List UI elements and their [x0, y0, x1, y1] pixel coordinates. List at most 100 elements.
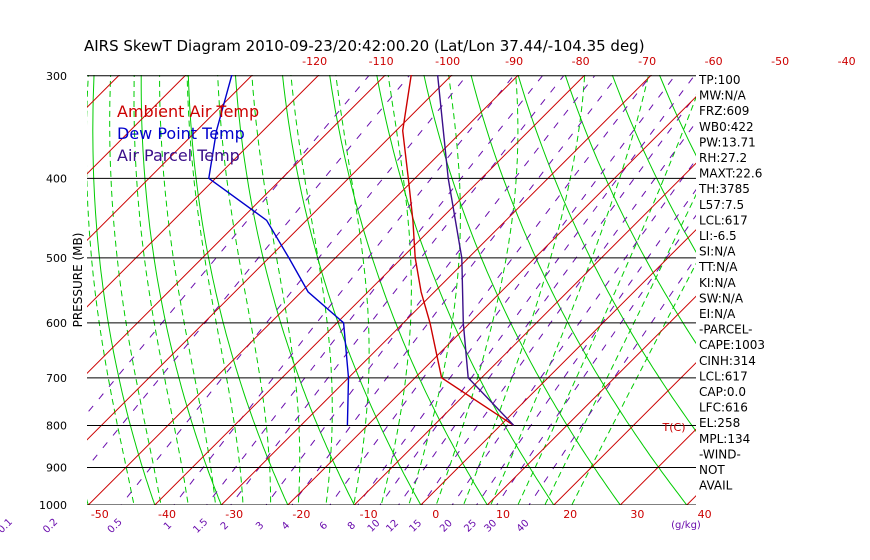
stat-line: SI:N/A — [699, 245, 736, 259]
isotherm-line — [486, 295, 696, 505]
mixing-ratio-tick-label: 6 — [318, 520, 330, 532]
stat-line: LI:-6.5 — [699, 229, 737, 243]
pressure-tick-label: 800 — [46, 419, 67, 432]
dry-adiabat-line — [750, 0, 870, 522]
legend-entry: Dew Point Temp — [117, 124, 245, 143]
legend-entry: Air Parcel Temp — [117, 146, 240, 165]
dry-adiabat-line — [376, 75, 555, 505]
mixing-ratio-line — [528, 256, 696, 505]
isotherm-line — [0, 0, 45, 522]
dry-adiabat-line — [646, 0, 870, 522]
dry-adiabat-line — [819, 0, 870, 522]
isotherm-line — [0, 0, 244, 522]
stat-line: SW:N/A — [699, 291, 744, 305]
bottom-tick-label: 20 — [563, 508, 577, 521]
stat-line: -PARCEL- — [699, 323, 753, 337]
moist-adiabat-line — [133, 75, 189, 505]
bottom-tick-label: -50 — [91, 508, 109, 521]
isotherm-line — [87, 75, 387, 375]
dry-adiabat-line — [470, 75, 688, 505]
pressure-tick-label: 400 — [46, 172, 67, 185]
moist-adiabat-line — [517, 96, 696, 505]
isotherm-line — [87, 75, 254, 242]
stat-line: MW:N/A — [699, 89, 747, 103]
isotherm-line — [87, 75, 453, 441]
stat-line: TH:3785 — [698, 182, 750, 196]
stat-line: PW:13.71 — [699, 135, 756, 149]
pressure-tick-label: 700 — [46, 372, 67, 385]
dry-adiabat-line — [853, 0, 870, 522]
top-tick-label: -110 — [369, 55, 394, 68]
bottom-tick-label: -30 — [225, 508, 243, 521]
mixing-ratio-unit-label: (g/kg) — [671, 520, 701, 531]
isotherm-line — [420, 229, 696, 505]
mixing-ratio-line — [379, 75, 695, 505]
stat-line: TP:100 — [698, 73, 741, 87]
mixing-ratio-tick-label: 1.5 — [191, 517, 210, 536]
mixing-ratio-tick-label: 0.2 — [41, 517, 60, 536]
mixing-ratio-tick-label: 25 — [462, 518, 479, 535]
isotherm-line — [87, 75, 520, 505]
air-parcel-temp-series — [436, 75, 515, 426]
mixing-ratio-tick-label: 0.1 — [0, 517, 15, 536]
moist-adiabat-line — [544, 193, 696, 505]
mixing-ratio-line — [265, 75, 595, 505]
mixing-ratio-line — [397, 94, 696, 505]
dry-adiabat-line — [187, 75, 289, 505]
mixing-ratio-line — [329, 75, 651, 505]
stat-line: EI:N/A — [699, 307, 736, 321]
mixing-ratio-tick-label: 20 — [438, 518, 455, 535]
stat-line: LCL:617 — [699, 213, 748, 227]
isotherm-line — [0, 0, 178, 522]
mixing-ratio-tick-label: 40 — [515, 518, 532, 535]
bottom-tick-label: -10 — [360, 508, 378, 521]
stat-line: EL:258 — [699, 416, 740, 430]
axis-labels: 1002003004005006007008009001000-120-110-… — [0, 55, 856, 536]
stat-line: WB0:422 — [699, 120, 754, 134]
pressure-tick-label: 500 — [46, 252, 67, 265]
moist-adiabat-line — [490, 75, 650, 505]
isotherm-line — [87, 75, 121, 109]
dry-adiabat-line — [784, 0, 870, 522]
temperature-unit-label: T(C) — [662, 421, 686, 434]
mixing-ratio-tick-label: 8 — [346, 520, 358, 532]
mixing-ratio-line — [87, 75, 370, 415]
mixing-ratio-tick-label: 4 — [280, 520, 292, 532]
dry-adiabat-line — [140, 75, 222, 505]
moist-adiabat-line — [462, 75, 586, 505]
isotherm-line — [154, 75, 586, 505]
mixing-ratio-line — [205, 75, 543, 505]
pressure-tick-label: 600 — [46, 317, 67, 330]
moist-adiabat-line — [408, 75, 461, 505]
bottom-tick-label: 0 — [432, 508, 439, 521]
top-tick-label: -70 — [638, 55, 656, 68]
top-tick-label: -60 — [705, 55, 723, 68]
moist-adiabat-line — [251, 75, 301, 505]
dry-adiabat-line — [329, 75, 488, 505]
pressure-tick-label: 1000 — [39, 499, 67, 512]
moist-adiabat-line — [87, 75, 135, 505]
pressure-tick-label: 300 — [46, 70, 67, 83]
isotherm-line — [287, 96, 696, 505]
legend-entry: Ambient Air Temp — [117, 102, 259, 121]
stat-line: L57:7.5 — [699, 198, 744, 212]
top-tick-label: -80 — [572, 55, 590, 68]
moist-adiabat-line — [435, 75, 519, 505]
isotherm-line — [87, 75, 320, 308]
chart-title: AIRS SkewT Diagram 2010-09-23/20:42:00.2… — [84, 37, 645, 55]
mixing-ratio-tick-label: 15 — [407, 518, 424, 535]
stat-line: MAXT:22.6 — [699, 167, 762, 181]
bottom-tick-label: -40 — [158, 508, 176, 521]
top-tick-label: -120 — [302, 55, 327, 68]
stat-line: LCL:617 — [699, 369, 748, 383]
mixing-ratio-line — [357, 75, 676, 505]
mixing-ratio-tick-label: 2 — [219, 520, 231, 532]
bottom-tick-label: 40 — [698, 508, 712, 521]
mixing-ratio-line — [87, 75, 410, 469]
stat-line: NOT — [699, 463, 725, 477]
mixing-ratio-tick-label: 12 — [384, 518, 401, 535]
dry-adiabat-line — [282, 75, 422, 505]
mixing-ratio-line — [451, 158, 696, 505]
